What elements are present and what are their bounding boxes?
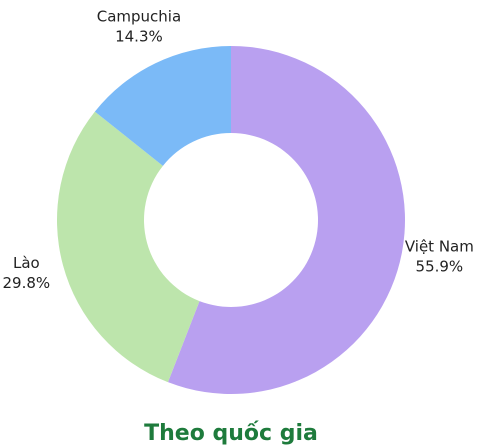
slice-label: Lào bbox=[13, 254, 40, 272]
donut-slice bbox=[167, 46, 406, 394]
slice-value-label: 14.3% bbox=[115, 28, 163, 46]
donut-slice bbox=[56, 111, 200, 383]
slice-label: Việt Nam bbox=[405, 238, 474, 256]
chart-title: Theo quốc gia bbox=[144, 421, 318, 446]
donut-slice bbox=[94, 46, 231, 166]
slice-value-label: 55.9% bbox=[416, 258, 464, 276]
slice-label: Campuchia bbox=[97, 8, 181, 26]
slice-value-label: 29.8% bbox=[3, 274, 51, 292]
